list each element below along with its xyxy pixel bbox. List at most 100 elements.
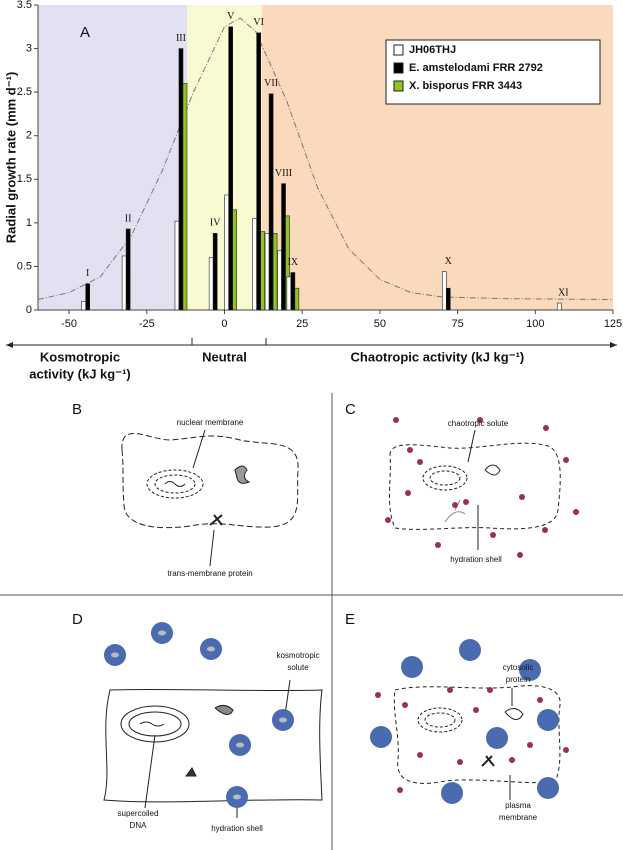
- cell: [393, 685, 561, 784]
- cell: [388, 442, 561, 530]
- group-label: IX: [288, 257, 299, 268]
- y-tick-label: 3: [26, 42, 32, 54]
- legend-swatch: [393, 44, 404, 56]
- y-tick-label: 0.5: [17, 260, 32, 272]
- protein: [234, 465, 251, 484]
- y-tick-label: 0: [26, 304, 32, 316]
- group-label: III: [176, 33, 186, 44]
- x-tick-label: 125: [604, 318, 622, 330]
- x-tick-label: 75: [451, 318, 463, 330]
- bar: [232, 209, 238, 311]
- label: supercoiled: [118, 809, 159, 818]
- group-label: VII: [264, 78, 278, 89]
- x-tick-label: -50: [61, 318, 77, 330]
- protein: [209, 514, 223, 526]
- fit-curve: [37, 17, 614, 301]
- region-label: Neutral: [202, 349, 247, 364]
- bar: [224, 194, 230, 311]
- legend-swatch: [393, 62, 404, 74]
- label: kosmotropic: [276, 651, 319, 660]
- bar: [268, 93, 274, 311]
- dna: [139, 721, 165, 727]
- label: hydration shell: [211, 824, 263, 833]
- nucleus: [429, 470, 461, 486]
- label: nuclear membrane: [177, 418, 244, 427]
- bar: [85, 283, 91, 311]
- hydration-shells: [104, 622, 294, 808]
- panel-letter: A: [80, 24, 90, 41]
- label: cytosolic: [503, 663, 534, 672]
- group-label: II: [125, 213, 132, 224]
- y-tick-label: 2.5: [17, 86, 32, 98]
- bar: [277, 250, 282, 311]
- group-label: IV: [210, 218, 221, 229]
- hydration-shells: [370, 639, 559, 804]
- label: plasma: [505, 801, 531, 810]
- y-tick-label: 3.5: [17, 0, 32, 11]
- label: membrane: [499, 813, 538, 822]
- bar: [174, 220, 180, 311]
- group-label: V: [227, 11, 235, 22]
- y-axis-label: Radial growth rate (mm d⁻¹): [3, 72, 18, 244]
- bar: [290, 272, 296, 311]
- bar: [182, 83, 188, 311]
- x-tick-label: 50: [374, 318, 386, 330]
- y-tick-label: 1: [26, 217, 32, 229]
- label: protein: [506, 675, 530, 684]
- bar: [286, 276, 292, 311]
- bar: [228, 26, 234, 311]
- solutes: [375, 687, 569, 793]
- group-label: X: [445, 256, 453, 267]
- bar: [272, 233, 278, 311]
- nucleus: [417, 707, 463, 733]
- bar: [264, 233, 270, 311]
- bar: [441, 271, 447, 311]
- solutes: [385, 417, 579, 558]
- cell: [121, 433, 299, 529]
- y-tick-label: 2: [26, 130, 32, 142]
- bar: [556, 302, 562, 311]
- bar: [208, 257, 214, 311]
- bar: [125, 228, 131, 311]
- nucleus: [146, 469, 204, 499]
- bar: [178, 48, 184, 311]
- panel-letter: B: [72, 401, 82, 418]
- x-tick-label: 25: [296, 318, 308, 330]
- nucleus: [154, 474, 196, 494]
- nucleus: [128, 711, 182, 737]
- bar: [252, 218, 257, 311]
- panel-letter: C: [345, 401, 356, 418]
- dna: [164, 481, 186, 487]
- panel-letter: E: [345, 611, 355, 628]
- x-tick-label: 100: [526, 318, 544, 330]
- arrow: [467, 429, 476, 463]
- bar: [260, 231, 265, 311]
- bar: [281, 183, 286, 311]
- x-tick-label: -25: [139, 318, 155, 330]
- bar: [81, 300, 87, 311]
- legend-label: JH06THJ: [409, 44, 456, 56]
- region-label: Chaotropic activity (kJ kg⁻¹): [351, 349, 525, 364]
- diagrams: [0, 393, 623, 850]
- label: trans-membrane protein: [167, 569, 252, 578]
- label: chaotropic solute: [448, 419, 509, 428]
- x-tick-label: 0: [221, 318, 227, 330]
- region: [38, 5, 188, 310]
- arrow: [284, 679, 291, 716]
- legend-box: [385, 39, 601, 105]
- protein: [185, 767, 197, 777]
- group-label: XI: [558, 287, 569, 298]
- group-label: VIII: [275, 168, 292, 179]
- region-label: Kosmotropic: [40, 349, 120, 364]
- nucleus: [120, 705, 190, 743]
- chart: Kosmotropic activity (kJ kg⁻¹) Neutral Chao…: [3, 0, 622, 381]
- protein: [214, 704, 234, 715]
- legend-label: E. amstelodami FRR 2792: [409, 62, 543, 74]
- bar: [121, 255, 127, 311]
- label: DNA: [130, 821, 148, 830]
- nucleus: [422, 465, 468, 491]
- arrow: [144, 734, 156, 809]
- legend-swatch: [393, 80, 404, 92]
